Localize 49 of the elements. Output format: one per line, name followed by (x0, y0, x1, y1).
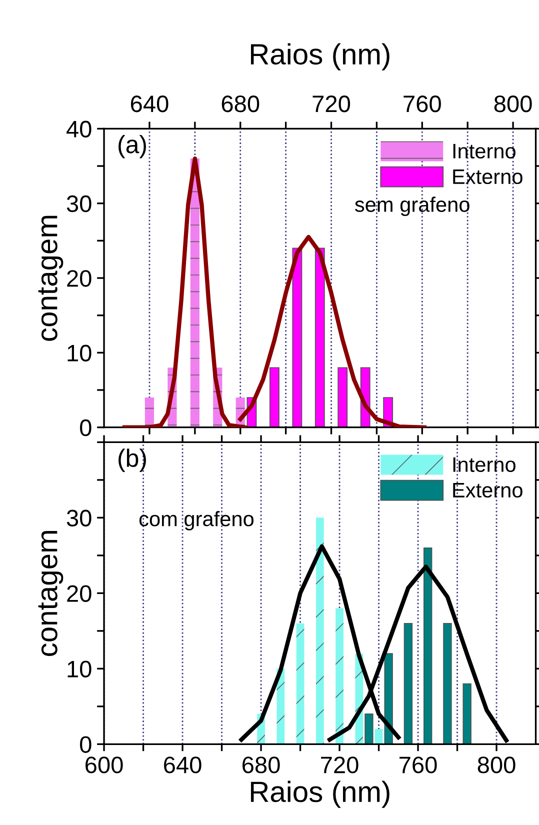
bar (276, 668, 285, 744)
bar (269, 367, 280, 428)
bar (423, 547, 432, 744)
legend-label: Externo (453, 483, 522, 498)
legend-label: Interno (453, 144, 516, 158)
bar (443, 622, 452, 744)
y-tick-label: 30 (66, 510, 92, 526)
bar (296, 623, 304, 744)
annotation: (b) (118, 448, 146, 472)
annotation: (a) (118, 134, 146, 158)
x-tick-label: 720 (312, 96, 350, 112)
y-tick-label: 20 (67, 270, 92, 287)
y-tick-label: 30 (66, 195, 92, 212)
x-tick-label: 760 (400, 756, 437, 774)
legend-label: Externo (453, 170, 522, 184)
y-axis-title: contagem (38, 531, 64, 656)
x-tick-label: 760 (404, 96, 441, 112)
x-tick-label: 680 (242, 756, 280, 774)
bar (404, 622, 413, 744)
x-tick-label: 800 (494, 96, 532, 112)
bar (462, 683, 472, 744)
line-series (238, 234, 427, 428)
bar (144, 397, 154, 428)
x-tick-label: 680 (222, 96, 260, 112)
y-axis-title: contagem (38, 216, 64, 341)
bar (364, 714, 374, 744)
x-tick-label: 800 (478, 756, 516, 774)
bar (374, 729, 383, 744)
x-axis-title: Raios (nm) (250, 43, 390, 70)
x-tick-label: 640 (164, 756, 202, 774)
bar (336, 608, 344, 744)
x-axis-title: Raios (nm) (250, 780, 390, 808)
annotation: com grafeno (139, 511, 254, 530)
y-tick-label: 0 (80, 419, 92, 436)
x-tick-label: 640 (130, 96, 168, 112)
y-tick-label: 10 (68, 344, 92, 362)
bar (314, 248, 325, 428)
legend-label: Interno (453, 457, 516, 472)
bar (292, 248, 302, 428)
y-tick-label: 10 (68, 660, 92, 678)
y-tick-label: 40 (66, 120, 92, 138)
y-tick-label: 0 (80, 736, 92, 753)
x-tick-label: 600 (86, 756, 123, 774)
bar (316, 518, 324, 744)
x-tick-label: 720 (321, 756, 358, 774)
bar (338, 367, 348, 428)
bar (384, 653, 393, 744)
annotation: sem grafeno (355, 196, 470, 216)
y-tick-label: 20 (67, 585, 92, 602)
